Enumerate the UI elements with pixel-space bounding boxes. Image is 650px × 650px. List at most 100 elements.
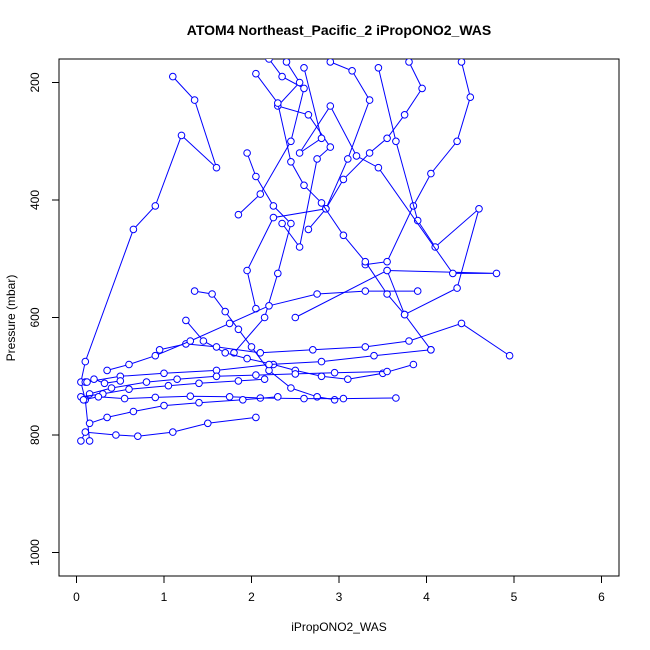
data-point <box>300 64 308 72</box>
data-point <box>409 360 418 369</box>
data-point <box>453 284 461 292</box>
data-point <box>291 313 300 322</box>
y-tick-label: 600 <box>28 307 42 327</box>
data-point <box>169 428 177 436</box>
data-point <box>374 163 383 172</box>
data-point <box>287 219 295 228</box>
data-series <box>291 64 501 322</box>
data-point <box>326 102 335 110</box>
data-point <box>239 396 247 404</box>
y-tick-label: 800 <box>28 425 42 445</box>
data-point <box>348 67 356 75</box>
data-point <box>374 64 383 72</box>
data-point <box>234 377 243 385</box>
data-point <box>300 84 308 93</box>
data-series <box>243 59 374 313</box>
data-point <box>274 99 282 107</box>
data-point <box>125 385 133 394</box>
data-point <box>383 367 391 376</box>
data-point <box>309 346 317 354</box>
data-point <box>234 210 243 219</box>
series-line <box>80 76 218 441</box>
data-point <box>392 394 400 402</box>
x-axis-label: iPropONO2_WAS <box>291 620 387 634</box>
data-point <box>195 379 203 388</box>
data-point <box>300 181 308 190</box>
data-point <box>505 351 514 360</box>
data-point <box>282 59 291 66</box>
data-point <box>300 394 308 403</box>
data-point <box>326 143 335 151</box>
data-point <box>225 319 234 328</box>
series-line <box>295 67 497 318</box>
data-point <box>304 111 313 119</box>
data-point <box>400 111 409 119</box>
series-line <box>308 61 423 230</box>
series-line <box>246 61 371 309</box>
y-tick-label: 400 <box>28 190 42 210</box>
data-point <box>85 419 94 428</box>
data-point <box>160 369 168 378</box>
data-point <box>313 393 321 401</box>
data-point <box>81 428 90 436</box>
data-series <box>77 413 260 445</box>
data-point <box>392 137 400 146</box>
data-point <box>383 257 391 266</box>
data-point <box>77 437 85 445</box>
data-point <box>383 290 391 298</box>
data-point <box>243 149 251 157</box>
data-point <box>186 337 195 345</box>
data-point <box>287 137 295 146</box>
data-point <box>427 169 435 178</box>
data-point <box>100 379 109 388</box>
data-point <box>317 372 326 381</box>
data-point <box>344 375 352 384</box>
data-point <box>125 360 133 369</box>
y-tick-label: 200 <box>28 72 42 92</box>
data-point <box>295 243 304 251</box>
data-point <box>134 432 142 441</box>
data-point <box>103 366 111 375</box>
data-point <box>234 325 243 334</box>
series-layer <box>77 59 514 445</box>
data-point <box>365 149 374 157</box>
data-point <box>304 225 313 234</box>
data-point <box>287 158 295 166</box>
data-point <box>453 137 461 146</box>
data-point <box>221 349 229 357</box>
data-point <box>252 69 260 78</box>
data-point <box>190 287 199 295</box>
data-point <box>295 78 304 87</box>
data-point <box>151 351 160 360</box>
data-point <box>164 381 173 390</box>
data-point <box>317 134 326 143</box>
data-point <box>212 343 221 351</box>
data-point <box>85 437 94 445</box>
data-point <box>90 375 98 384</box>
data-point <box>457 319 466 328</box>
data-point <box>155 346 164 354</box>
data-point <box>243 354 251 363</box>
data-point <box>160 401 168 410</box>
data-point <box>413 287 422 295</box>
data-point <box>225 393 234 401</box>
data-point <box>247 343 256 351</box>
data-point <box>212 163 221 172</box>
data-point <box>265 59 273 63</box>
data-point <box>352 152 361 160</box>
data-point <box>252 371 260 379</box>
data-point <box>252 172 260 181</box>
data-point <box>269 213 278 222</box>
data-series <box>234 59 308 219</box>
data-point <box>256 190 265 198</box>
data-point <box>400 310 409 319</box>
data-point <box>169 72 177 81</box>
data-series <box>79 392 400 404</box>
data-point <box>313 155 321 163</box>
data-point <box>274 269 282 278</box>
data-point <box>313 290 321 298</box>
data-point <box>361 257 370 266</box>
x-tick-label: 3 <box>336 590 343 604</box>
data-point <box>173 375 181 384</box>
data-point <box>107 384 116 392</box>
